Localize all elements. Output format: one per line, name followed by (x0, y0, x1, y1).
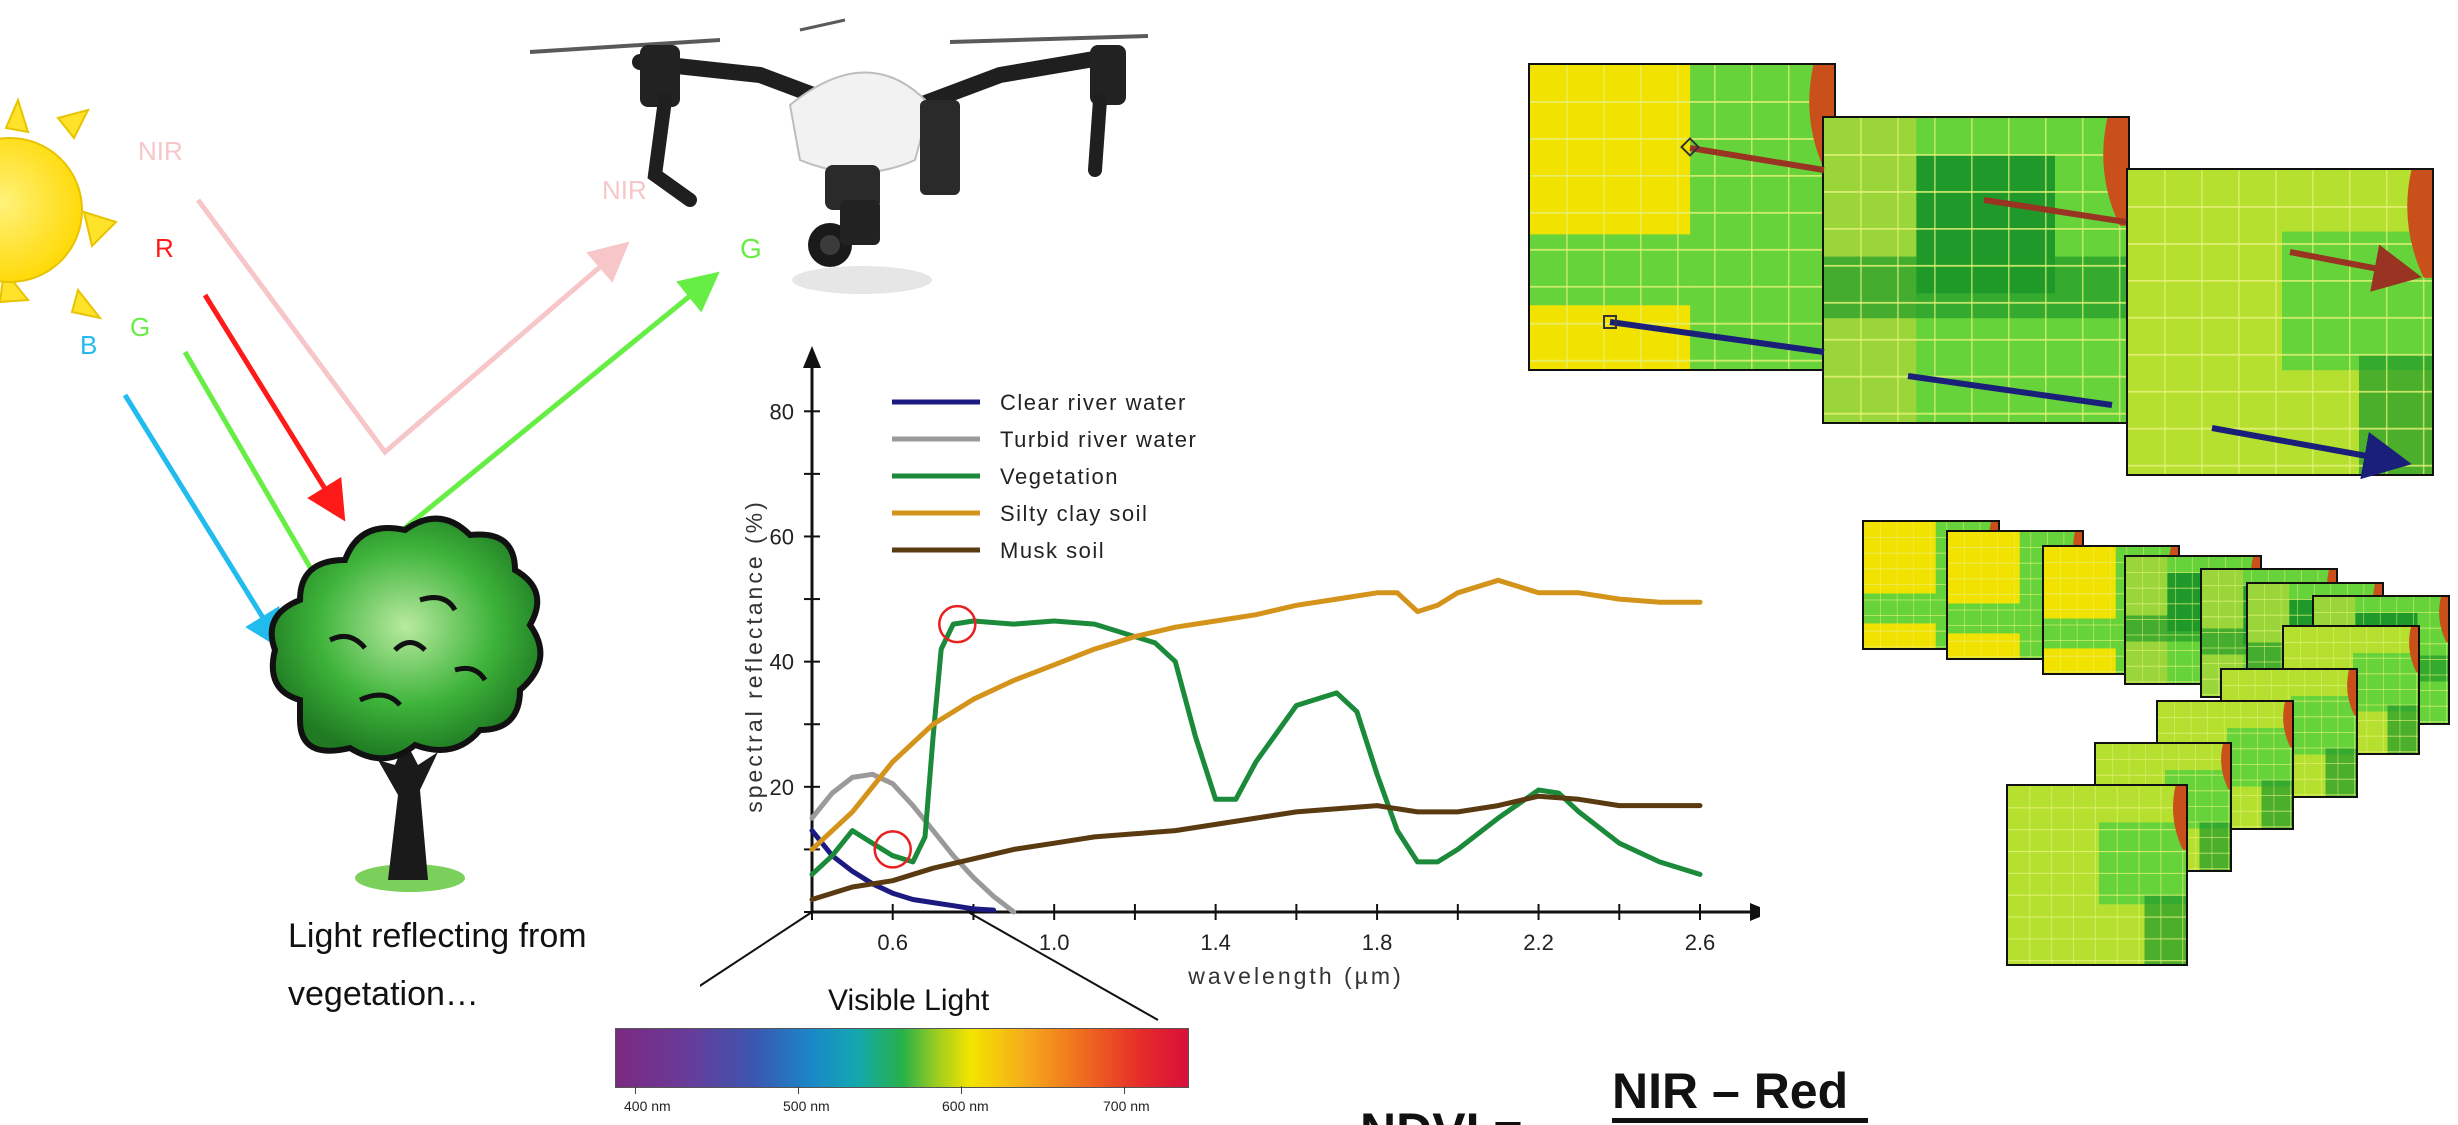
spectrum-tick-400: 400 nm (624, 1098, 671, 1114)
y-tick-label: 20 (770, 775, 794, 800)
y-tick-label: 40 (770, 650, 794, 675)
legend-label: Silty clay soil (1000, 501, 1148, 526)
nir-reflected-label: NIR (602, 175, 647, 205)
visible-light-title: Visible Light (828, 984, 990, 1017)
g-incoming-label: G (130, 312, 151, 342)
x-tick-label: 2.6 (1685, 930, 1716, 955)
ndvi-formula-numerator: NIR – Red (1612, 1063, 1849, 1119)
series-line-turbid-river-water (809, 771, 1017, 915)
x-axis-title: wavelength (µm) (1187, 963, 1403, 989)
x-tick-label: 1.0 (1039, 930, 1070, 955)
caption-line-1: Light reflecting from (288, 917, 587, 955)
nir-ray (195, 198, 630, 456)
ndvi-trend-arrows (1603, 137, 2422, 480)
ndvi-map-1 (1528, 63, 1836, 371)
spectrum-ticks (615, 1086, 1187, 1094)
visible-light-spectrum-bar (615, 1028, 1189, 1088)
x-tick-label: 2.2 (1523, 930, 1554, 955)
x-tick-label: 1.8 (1362, 930, 1393, 955)
legend-label: Vegetation (1000, 464, 1119, 489)
nir-incoming-label: NIR (138, 136, 183, 166)
highlight-circle (873, 830, 912, 869)
visible-range-callout-right (967, 911, 1159, 1021)
x-axis-arrow (1750, 903, 1760, 921)
legend-label: Clear river water (1000, 390, 1187, 415)
spectrum-tick-500: 500 nm (783, 1098, 830, 1114)
series-line-musk-soil (809, 793, 1703, 902)
y-axis-arrow (803, 346, 821, 368)
ndvi-thumbnail (2006, 784, 2188, 966)
light-reflection-diagram (0, 18, 1149, 892)
legend-label: Turbid river water (1000, 427, 1197, 452)
series-line-vegetation (809, 618, 1703, 877)
y-axis-title: spectral reflectance (%) (741, 499, 767, 813)
ndvi-formula-lhs: NDVI = (1360, 1102, 1523, 1125)
y-tick-label: 60 (770, 524, 794, 549)
y-tick-label: 80 (770, 399, 794, 424)
g-reflected-label: G (740, 233, 762, 264)
r-label: R (155, 233, 174, 263)
drone-icon (529, 18, 1149, 294)
x-tick-label: 1.4 (1200, 930, 1231, 955)
caption-line-2: vegetation… (288, 975, 479, 1013)
ndvi-map-2 (1822, 116, 2130, 424)
spectrum-tick-700: 700 nm (1103, 1098, 1150, 1114)
red-ray (202, 293, 346, 522)
spectral-reflectance-chart: 0.6 1.0 1.4 1.8 2.2 2.6 20 40 60 80 Clear river w… (700, 346, 1760, 1021)
legend-label: Musk soil (1000, 538, 1105, 563)
tree-icon (268, 515, 544, 892)
series-line-silty-clay-soil (809, 577, 1703, 852)
ndvi-fraction-bar (1612, 1118, 1868, 1123)
series-line-clear-river-water (809, 828, 997, 913)
visible-range-callout-left (700, 911, 813, 987)
x-tick-label: 0.6 (877, 930, 908, 955)
b-label: B (80, 330, 98, 360)
sun-icon (0, 97, 118, 320)
spectrum-tick-600: 600 nm (942, 1098, 989, 1114)
highlight-circle (938, 604, 977, 644)
ndvi-formula-lhs-clip: NDVI = (1360, 1102, 1620, 1125)
blue-ray (122, 393, 284, 651)
